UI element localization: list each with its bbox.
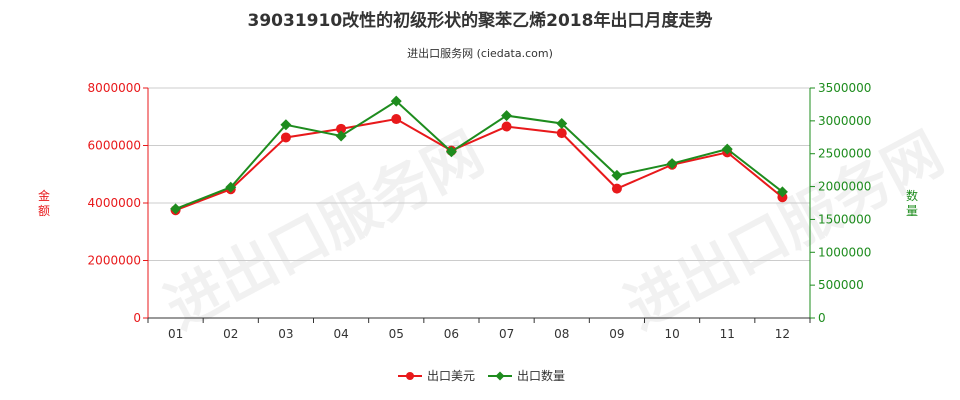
x-tick-label: 06 [444, 327, 459, 341]
right-tick-label: 3000000 [818, 114, 871, 128]
left-tick-label: 4000000 [88, 196, 141, 210]
x-tick-label: 05 [389, 327, 404, 341]
left-axis-title-text: 金额 [38, 188, 50, 218]
series-point-2 [280, 119, 292, 131]
right-tick-label: 2500000 [818, 147, 871, 161]
chart-title: 39031910改性的初级形状的聚苯乙烯2018年出口月度走势 [248, 10, 713, 31]
series-point-2 [666, 158, 678, 170]
x-tick-label: 07 [499, 327, 514, 341]
right-axis-title-text: 数量 [906, 188, 918, 218]
chart-subtitle: 进出口服务网 (ciedata.com) [407, 46, 553, 60]
x-tick-label: 09 [609, 327, 624, 341]
legend: 出口美元 出口数量 [398, 368, 565, 383]
x-tick-label: 04 [333, 327, 348, 341]
series-point-2 [611, 169, 623, 181]
left-tick-label: 2000000 [88, 254, 141, 268]
series-point-1 [611, 183, 622, 194]
axes: 0 2000000 4000000 6000000 8000000 0 500000 1000… [38, 81, 918, 341]
right-tick-label: 3500000 [818, 81, 871, 95]
series-point-2 [335, 130, 347, 142]
watermark-text: 进出口服务网 [615, 119, 954, 342]
series-point-2 [501, 110, 513, 122]
series-point-2 [390, 95, 402, 107]
legend-item-2[interactable]: 出口数量 [488, 368, 565, 383]
right-tick-label: 500000 [818, 278, 864, 292]
series-line-2 [175, 99, 784, 210]
left-tick-label: 8000000 [88, 81, 141, 95]
legend-item-1[interactable]: 出口美元 [398, 369, 475, 383]
series-point-1 [336, 123, 347, 134]
left-axis-title: 金额 [38, 188, 50, 218]
series-point-2 [721, 143, 733, 155]
series-point-2 [776, 186, 788, 198]
left-tick-label: 0 [133, 311, 141, 325]
series-point-1 [501, 121, 512, 132]
series-point-2 [556, 117, 568, 129]
series-point-1 [391, 114, 402, 125]
x-tick-label: 10 [664, 327, 679, 341]
right-tick-label: 1000000 [818, 245, 871, 259]
right-tick-label: 0 [818, 311, 826, 325]
left-tick-label: 6000000 [88, 139, 141, 153]
series-point-2 [170, 203, 182, 215]
x-tick-label: 12 [775, 327, 790, 341]
watermark-text: 进出口服务网 [155, 119, 494, 342]
x-tick-label: 02 [223, 327, 238, 341]
x-tick-label: 03 [278, 327, 293, 341]
x-tick-label: 01 [168, 327, 183, 341]
x-tick-label: 08 [554, 327, 569, 341]
legend-label: 出口数量 [517, 368, 565, 383]
series-layer [170, 95, 788, 216]
legend-marker [406, 372, 414, 380]
right-tick-label: 2000000 [818, 180, 871, 194]
legend-marker [495, 371, 505, 381]
right-tick-label: 1500000 [818, 212, 871, 226]
series-point-1 [280, 132, 291, 143]
series-line-1 [175, 118, 784, 212]
x-tick-label: 11 [720, 327, 735, 341]
series-point-2 [225, 181, 237, 193]
right-axis-title: 数量 [906, 188, 918, 218]
legend-label: 出口美元 [427, 369, 475, 383]
series-point-2 [445, 146, 457, 158]
series-point-1 [556, 128, 567, 139]
